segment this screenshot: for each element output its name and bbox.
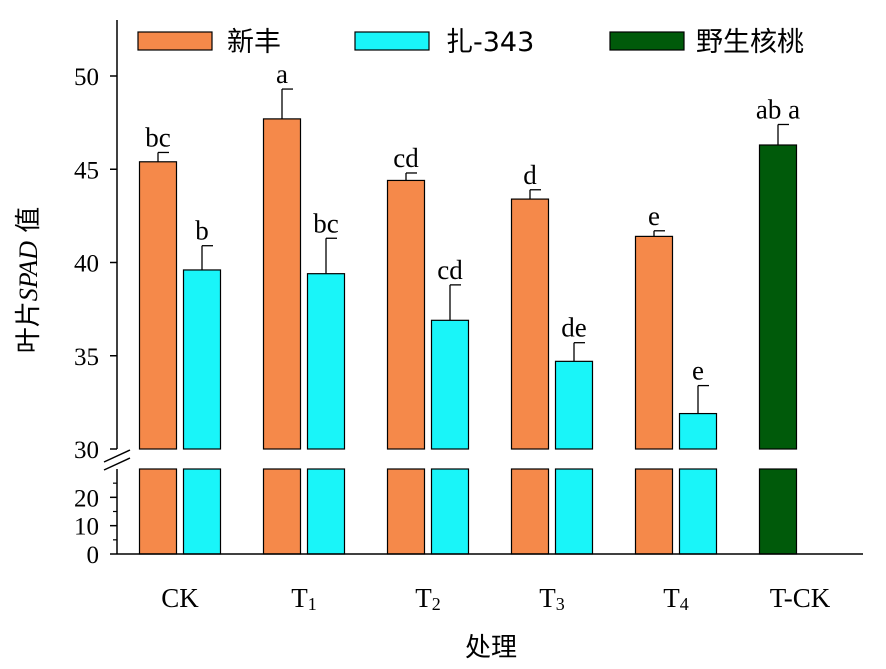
bar-lower-segment [138, 468, 178, 555]
significance-label: b [195, 216, 209, 246]
legend: 新丰 扎-343 野生核桃 [137, 27, 804, 58]
bars-layer [138, 118, 798, 555]
significance-label: bc [313, 208, 339, 238]
y-tick-label: 0 [87, 542, 100, 569]
y-tick-label: 20 [74, 485, 99, 512]
y-tick-label: 45 [74, 157, 99, 184]
error-bars-layer [157, 88, 789, 414]
bar-lower-segment [678, 468, 718, 555]
x-tick-label: T3 [539, 583, 565, 614]
x-tick-label: CK [161, 583, 199, 613]
bar-upper-segment [182, 269, 222, 450]
bar-lower-segment [386, 468, 426, 555]
y-tick-label: 50 [74, 64, 99, 91]
significance-label: cd [437, 255, 463, 285]
legend-label: 野生核桃 [696, 27, 804, 58]
bar-lower-segment [634, 468, 674, 555]
x-tick-label: T4 [663, 583, 689, 614]
bar-upper-segment [634, 235, 674, 450]
significance-label: a [276, 59, 288, 89]
bar-lower-segment [182, 468, 222, 555]
bar-lower-segment [306, 468, 346, 555]
bar-upper-segment [306, 273, 346, 450]
significance-labels-layer: bc b a bc cd cd d de e e ab a [145, 59, 800, 386]
y-axis-title: 叶片SPAD 值 [14, 207, 44, 353]
bar-lower-segment [430, 468, 470, 555]
axis-break-mark [103, 449, 131, 463]
bar-upper-segment [262, 118, 302, 450]
bar-upper-segment [430, 319, 470, 450]
y-tick-label: 35 [74, 344, 99, 371]
bar-lower-segment [554, 468, 594, 555]
legend-label: 扎-343 [446, 27, 534, 58]
significance-label: ab a [756, 94, 800, 124]
x-axis-title: 处理 [465, 633, 517, 663]
legend-label: 新丰 [227, 27, 281, 58]
legend-swatch [354, 31, 430, 51]
legend-swatch [609, 31, 685, 51]
bar-lower-segment [758, 468, 798, 555]
x-tick-label: T2 [415, 583, 441, 614]
bar-upper-segment [386, 179, 426, 450]
x-tick-label: T1 [291, 583, 317, 614]
significance-label: de [561, 313, 587, 343]
significance-label: e [648, 201, 660, 231]
legend-swatch [137, 31, 213, 51]
bar-upper-segment [554, 360, 594, 450]
bar-upper-segment [758, 144, 798, 450]
y-tick-label: 30 [74, 437, 99, 464]
significance-label: d [523, 160, 537, 190]
x-tick-label: T-CK [770, 583, 831, 613]
bar-lower-segment [262, 468, 302, 555]
bar-upper-segment [678, 412, 718, 450]
y-tick-label: 10 [74, 514, 99, 541]
bar-lower-segment [510, 468, 550, 555]
bar-upper-segment [138, 161, 178, 450]
significance-label: bc [145, 122, 171, 152]
significance-label: cd [393, 143, 419, 173]
y-tick-label: 40 [74, 251, 99, 278]
bar-upper-segment [510, 198, 550, 450]
axis-break-mark [103, 457, 131, 471]
significance-label: e [692, 356, 704, 386]
